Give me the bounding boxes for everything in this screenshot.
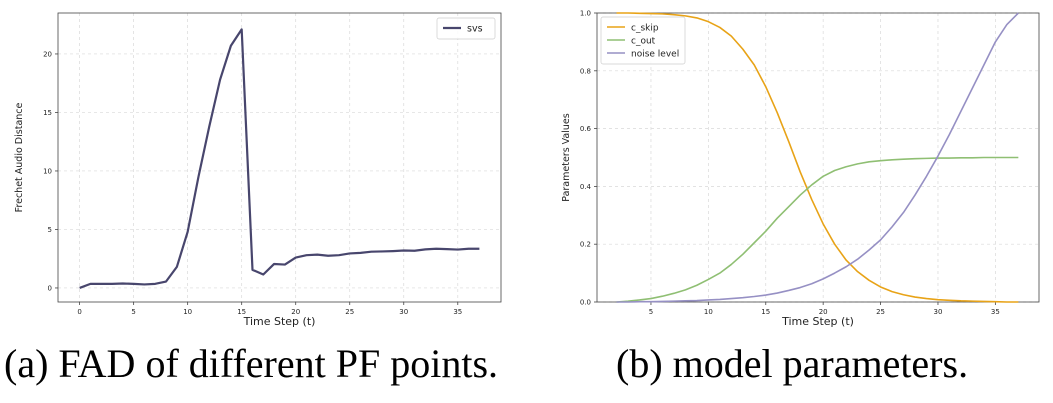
y-tick-label: 5: [48, 226, 52, 234]
x-axis-label: Time Step (t): [243, 315, 316, 328]
x-tick-label: 15: [761, 308, 770, 316]
x-tick-label: 35: [453, 308, 462, 316]
x-tick-label: 5: [649, 308, 653, 316]
x-tick-label: 0: [77, 308, 81, 316]
series-line-c_out: [616, 156, 1019, 303]
y-tick-label: 0.8: [580, 67, 591, 75]
plot-frame: [57, 12, 502, 303]
x-tick-label: 10: [704, 308, 713, 316]
legend: svs: [436, 17, 496, 40]
x-tick-label: 35: [991, 308, 1000, 316]
x-tick-label: 30: [934, 308, 943, 316]
legend-box: [436, 17, 496, 40]
x-tick-label: 25: [345, 308, 354, 316]
y-axis-label: Frechet Audio Distance: [14, 102, 25, 212]
caption-b: (b) model parameters.: [616, 341, 969, 386]
y-tick-label: 0.4: [580, 183, 592, 191]
x-tick-label: 20: [291, 308, 300, 316]
y-tick-label: 15: [43, 109, 52, 117]
x-tick-label: 20: [819, 308, 828, 316]
y-tick-label: 1.0: [580, 10, 591, 18]
legend-label: c_out: [631, 37, 656, 47]
series-line-svs: [79, 28, 480, 289]
legend-label: svs: [467, 24, 483, 35]
plot-frame: [596, 12, 1040, 303]
caption-a: (a) FAD of different PF points.: [4, 341, 499, 386]
y-tick-label: 0.6: [580, 125, 592, 133]
y-tick-label: 0.2: [580, 241, 591, 249]
parameters-chart: 5 10 15 20 25 30 35 0.0 0.2 0.4 0.6 0.8 1.0 Time Step…: [561, 10, 1040, 328]
series-line-noise-level: [616, 12, 1019, 303]
y-tick-label: 20: [43, 50, 52, 58]
x-tick-label: 15: [237, 308, 246, 316]
x-tick-label: 5: [131, 308, 135, 316]
x-tick-label: 25: [876, 308, 885, 316]
y-tick-label: 10: [43, 167, 52, 175]
series-line-c_skip: [616, 12, 1019, 303]
legend-label: c_skip: [631, 24, 659, 34]
x-tick-label: 10: [183, 308, 192, 316]
y-tick-label: 0: [48, 284, 52, 292]
legend-label: noise level: [631, 50, 679, 60]
y-axis-label: Parameters Values: [561, 113, 572, 201]
y-tick-label: 0.0: [580, 299, 591, 307]
x-tick-label: 30: [399, 308, 408, 316]
x-axis-label: Time Step (t): [781, 315, 854, 328]
